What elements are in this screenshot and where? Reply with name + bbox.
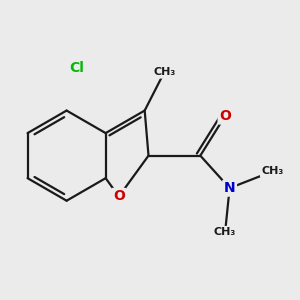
Text: O: O bbox=[113, 189, 125, 203]
Text: CH₃: CH₃ bbox=[261, 167, 284, 176]
Text: N: N bbox=[224, 181, 236, 195]
Text: Cl: Cl bbox=[69, 61, 84, 75]
Text: O: O bbox=[219, 109, 231, 123]
Text: CH₃: CH₃ bbox=[214, 227, 236, 237]
Text: CH₃: CH₃ bbox=[153, 67, 176, 77]
